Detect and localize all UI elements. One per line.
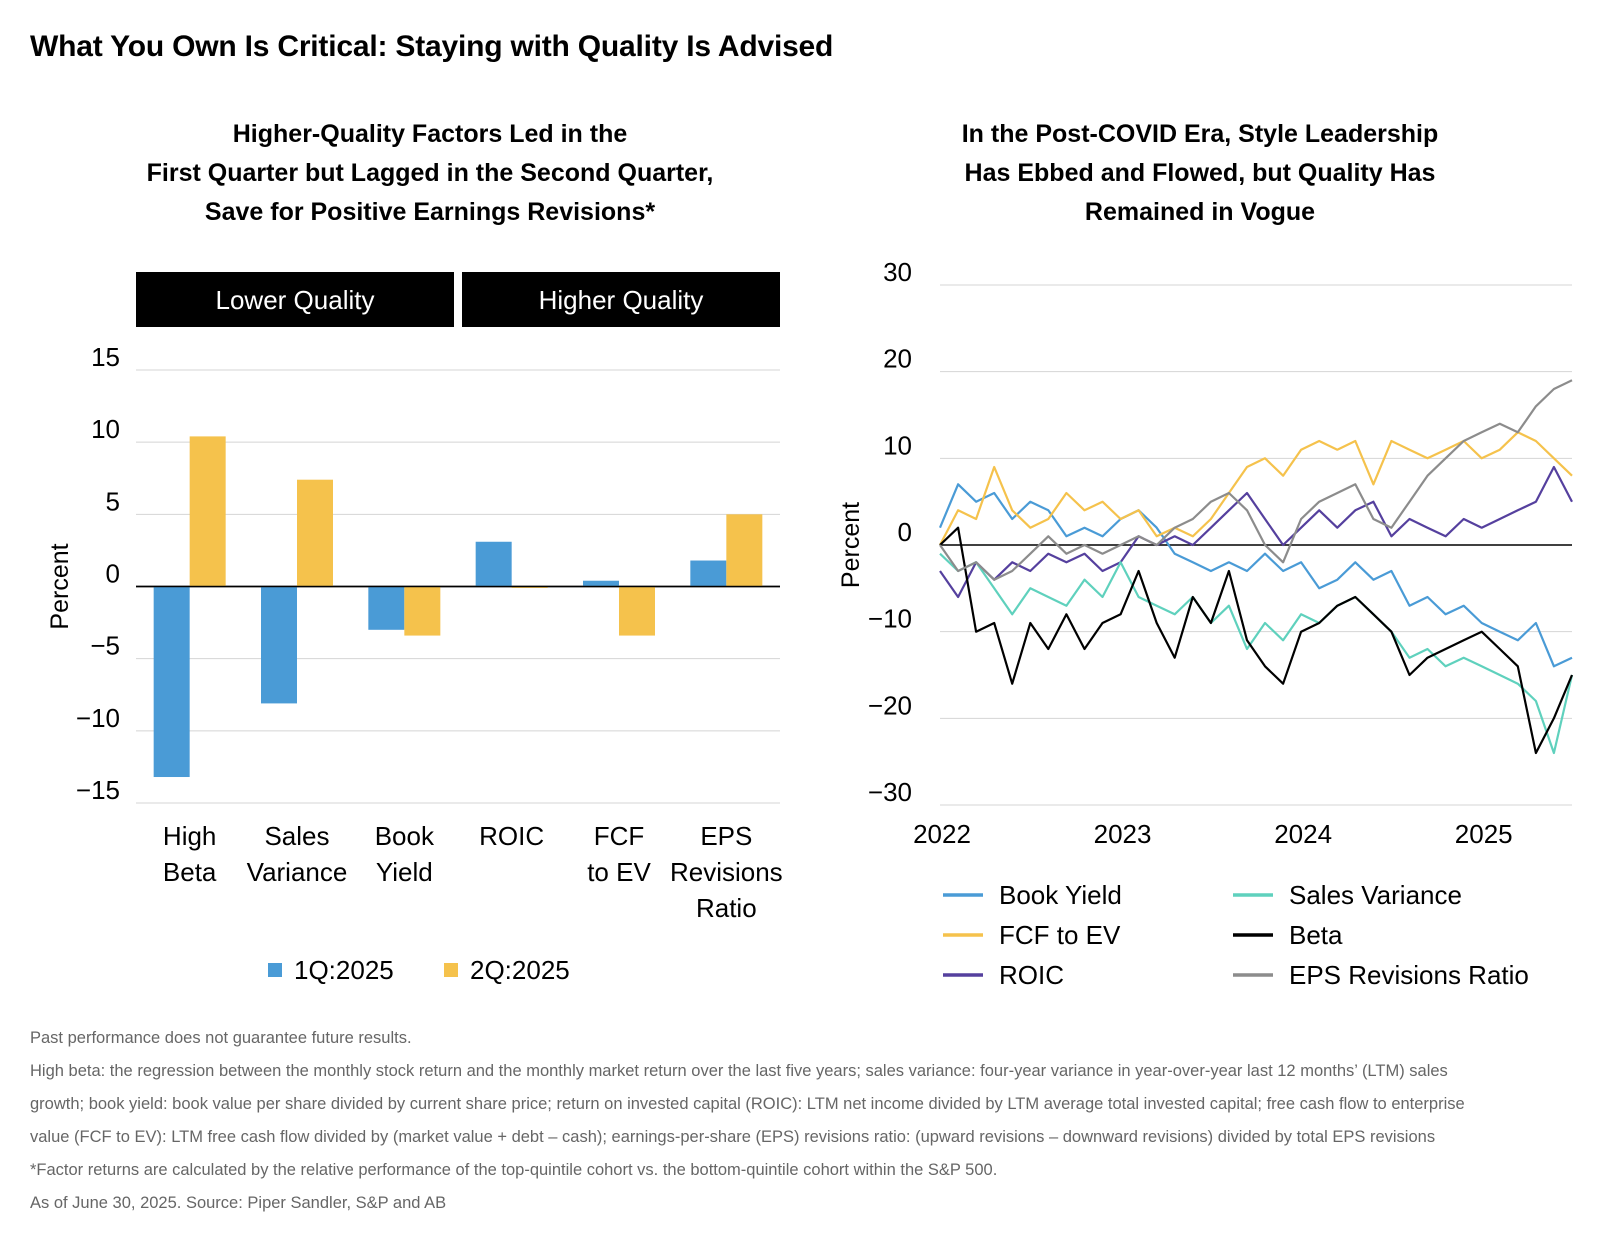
- bar-q2: [189, 436, 226, 587]
- footnotes: Past performance does not guarantee futu…: [30, 1022, 1590, 1220]
- bar-legend-swatch: [444, 963, 458, 977]
- bar-q1: [583, 580, 619, 587]
- bar-x-tick-label: FCF: [594, 821, 645, 851]
- line-legend-label: Book Yield: [999, 880, 1122, 910]
- line-y-tick-label: −30: [868, 777, 912, 807]
- bar-x-tick-label: to EV: [587, 857, 651, 887]
- series-line-beta: [939, 526, 1574, 755]
- footnote-line: As of June 30, 2025. Source: Piper Sandl…: [30, 1194, 447, 1212]
- bar-q2: [726, 514, 763, 587]
- footnote-line: High beta: the regression between the mo…: [30, 1062, 1448, 1080]
- bar-q1: [261, 586, 297, 704]
- bar-chart-title-line: Higher-Quality Factors Led in the: [232, 120, 628, 148]
- bar-q1: [153, 586, 190, 778]
- bar-q1: [475, 541, 512, 587]
- bar-q1: [690, 560, 727, 587]
- bar-x-tick-label: EPS: [700, 821, 752, 851]
- line-y-tick-label: 10: [883, 430, 912, 460]
- bar-q2: [297, 479, 333, 587]
- line-legend-label: ROIC: [999, 960, 1064, 990]
- bar-legend-label: 2Q:2025: [470, 955, 570, 985]
- footnote-line: growth; book yield: book value per share…: [30, 1095, 1465, 1113]
- bar-x-tick-label: Revisions: [670, 857, 783, 887]
- bar-q1: [368, 586, 405, 630]
- bar-q2: [404, 586, 441, 636]
- line-x-tick-label: 2024: [1274, 819, 1332, 849]
- bar-chart-title-line: Save for Positive Earnings Revisions*: [204, 198, 656, 226]
- bar-y-tick-label: −5: [90, 631, 120, 661]
- line-y-tick-label: −20: [868, 690, 912, 720]
- bar-y-tick-label: 10: [91, 414, 120, 444]
- line-legend-label: Beta: [1289, 920, 1343, 950]
- line-legend-label: EPS Revisions Ratio: [1289, 960, 1529, 990]
- page-title: What You Own Is Critical: Staying with Q…: [30, 30, 834, 63]
- bar-y-tick-label: −10: [76, 703, 120, 733]
- bar-x-tick-label: Book: [375, 821, 435, 851]
- quality-group-label: Lower Quality: [216, 285, 375, 315]
- bar-x-tick-label: Beta: [163, 857, 217, 887]
- bar-chart-title-line: First Quarter but Lagged in the Second Q…: [146, 159, 714, 187]
- bar-legend-swatch: [268, 963, 282, 977]
- bar-y-tick-label: −15: [76, 775, 120, 805]
- line-chart-title: In the Post-COVID Era, Style Leadership …: [900, 115, 1500, 232]
- line-x-tick-label: 2025: [1455, 819, 1513, 849]
- line-chart-title-line: In the Post-COVID Era, Style Leadership: [961, 120, 1439, 148]
- charts-canvas: Lower Quality Higher Quality 15 10 5 0 −5 −10 −1…: [46, 257, 1574, 990]
- line-legend-label: FCF to EV: [999, 920, 1121, 950]
- series-line-book-yield: [938, 483, 1573, 668]
- line-y-tick-label: 20: [883, 344, 912, 374]
- line-y-tick-label: 0: [898, 517, 912, 547]
- line-legend-label: Sales Variance: [1289, 880, 1462, 910]
- quality-group-band: [462, 272, 780, 327]
- bar-q2: [619, 586, 655, 636]
- series-line-roic: [939, 465, 1573, 599]
- series-line-sales-variance: [939, 552, 1574, 755]
- bar-y-tick-label: 5: [106, 486, 120, 516]
- footnote-line: value (FCF to EV): LTM free cash flow di…: [30, 1128, 1436, 1146]
- bar-y-axis-label: Percent: [46, 543, 74, 629]
- bar-legend-label: 1Q:2025: [294, 955, 394, 985]
- bar-x-tick-label: Variance: [247, 857, 348, 887]
- bar-chart-title: Higher-Quality Factors Led in the First …: [60, 115, 800, 232]
- line-chart-title-line: Remained in Vogue: [1084, 198, 1316, 226]
- bar-x-tick-label: Yield: [376, 857, 433, 887]
- bar-x-tick-label: High: [163, 821, 216, 851]
- bar-x-tick-label: ROIC: [479, 821, 544, 851]
- line-x-tick-label: 2023: [1094, 819, 1152, 849]
- quality-group-label: Higher Quality: [539, 285, 704, 315]
- bar-x-tick-label: Ratio: [696, 893, 757, 923]
- line-y-axis-label: Percent: [837, 502, 865, 588]
- line-chart-title-line: Has Ebbed and Flowed, but Quality Has: [964, 159, 1436, 187]
- line-y-tick-label: −10: [868, 604, 912, 634]
- bar-y-tick-label: 15: [91, 342, 120, 372]
- line-x-tick-label: 2022: [913, 819, 971, 849]
- bar-x-tick-label: Sales: [264, 821, 329, 851]
- series-line-fcf-to-ev: [939, 431, 1573, 546]
- line-y-tick-label: 30: [883, 257, 912, 287]
- quality-group-band: [136, 272, 454, 327]
- footnote-line: Past performance does not guarantee futu…: [30, 1029, 412, 1047]
- footnote-line: *Factor returns are calculated by the re…: [30, 1161, 998, 1179]
- bar-y-tick-label: 0: [106, 559, 120, 589]
- series-line-eps-revisions-ratio: [939, 379, 1573, 581]
